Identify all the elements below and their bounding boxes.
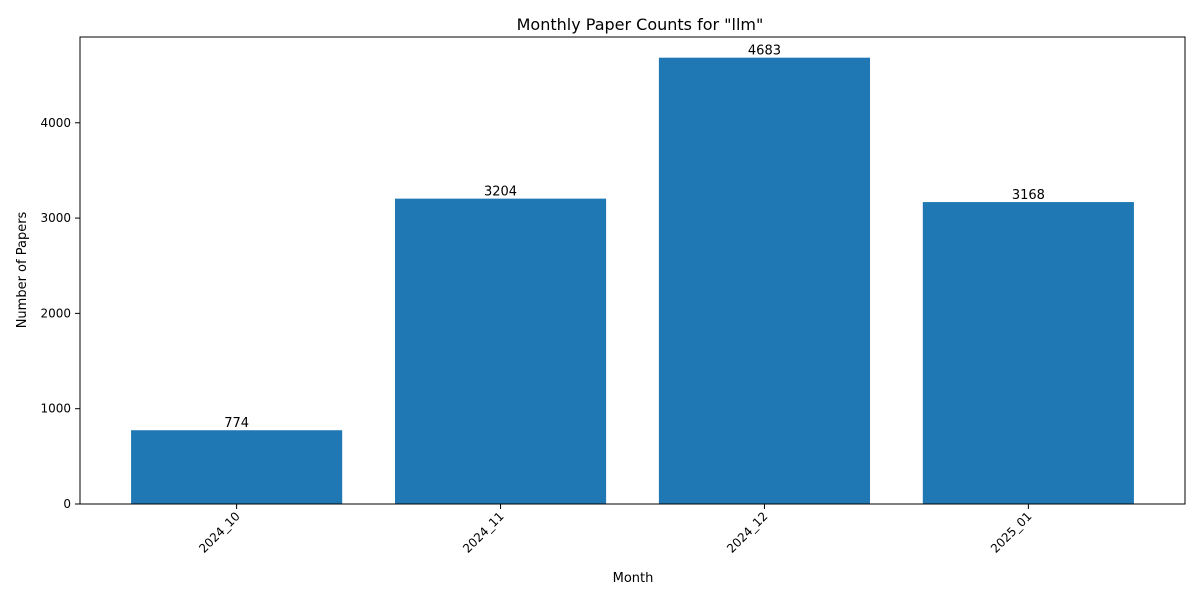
y-tick-label: 3000 [40,211,71,225]
data-label-2025_01: 3168 [1012,188,1045,203]
bar-2024_12 [658,57,871,504]
bar-2024_10 [131,430,343,504]
y-axis-label: Number of Papers [15,211,30,328]
bar-2024_11 [394,198,607,504]
x-tick-label: 2024_10 [196,509,243,556]
y-tick-label: 2000 [40,306,71,320]
data-label-2024_12: 4683 [748,44,781,59]
y-tick-label: 1000 [40,402,71,416]
x-axis-label: Month [613,571,654,586]
y-axis-ticks: 0 1000 2000 3000 4000 [40,116,80,511]
x-tick-label: 2024_12 [724,509,771,556]
data-label-2024_10: 774 [224,416,249,431]
bars-group [131,57,1134,505]
data-labels-group: 774 3204 4683 3168 [224,44,1045,432]
chart-title: Monthly Paper Counts for "llm" [517,15,764,34]
data-label-2024_11: 3204 [484,185,517,200]
x-axis-ticks: 2024_10 2024_11 2024_12 2025_01 [196,504,1034,556]
x-tick-label: 2025_01 [988,509,1035,556]
y-tick-label: 0 [63,497,71,511]
x-tick-label: 2024_11 [460,509,507,556]
y-tick-label: 4000 [40,116,71,130]
plot-frame [79,36,1186,505]
bar-2025_01 [922,202,1134,505]
